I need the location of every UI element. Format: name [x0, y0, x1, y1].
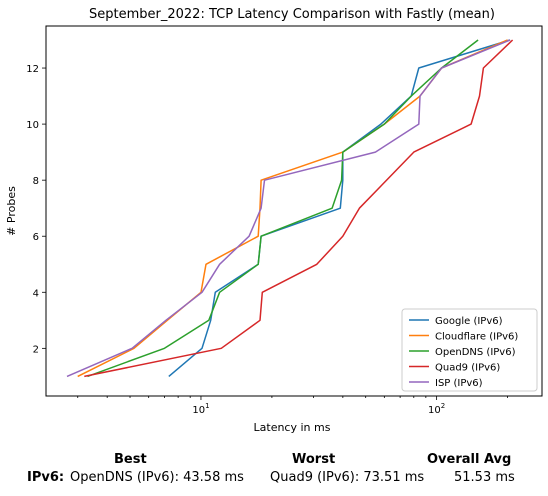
legend-label: Google (IPv6) [435, 316, 503, 327]
series-line-3 [84, 39, 514, 378]
chart: September_2022: TCP Latency Comparison w… [5, 7, 543, 434]
legend: Google (IPv6) Cloudflare (IPv6) OpenDNS (I… [401, 308, 538, 392]
y-tick-label: 6 [33, 232, 39, 243]
series-line-2 [87, 39, 479, 378]
chart-title: September_2022: TCP Latency Comparison w… [89, 7, 495, 22]
y-axis-label: # Probes [5, 186, 18, 236]
summary-avg-header: Overall Avg [427, 452, 512, 467]
y-tick-label: 10 [26, 120, 39, 131]
legend-label: OpenDNS (IPv6) [435, 347, 516, 358]
legend-box [401, 308, 538, 392]
y-tick-label: 12 [26, 64, 39, 75]
x-tick-label: 102 [428, 402, 445, 416]
y-tick-label: 4 [33, 288, 39, 299]
summary-worst-value: Quad9 (IPv6): 73.51 ms [270, 470, 425, 485]
y-tick-label: 2 [33, 344, 39, 355]
summary-worst-header: Worst [292, 452, 336, 467]
series-lines [66, 39, 514, 378]
legend-label: Cloudflare (IPv6) [435, 332, 518, 343]
legend-label: ISP (IPv6) [435, 378, 483, 389]
summary-best-value: OpenDNS (IPv6): 43.58 ms [70, 470, 244, 485]
legend-label: Quad9 (IPv6) [435, 363, 500, 374]
summary-avg-value: 51.53 ms [454, 470, 515, 485]
x-axis-label: Latency in ms [254, 421, 331, 434]
series-line-4 [66, 39, 511, 378]
summary-row-label: IPv6: [27, 470, 65, 485]
summary-best-header: Best [114, 452, 147, 467]
x-tick-label: 101 [192, 402, 209, 416]
y-tick-label: 8 [33, 176, 39, 187]
